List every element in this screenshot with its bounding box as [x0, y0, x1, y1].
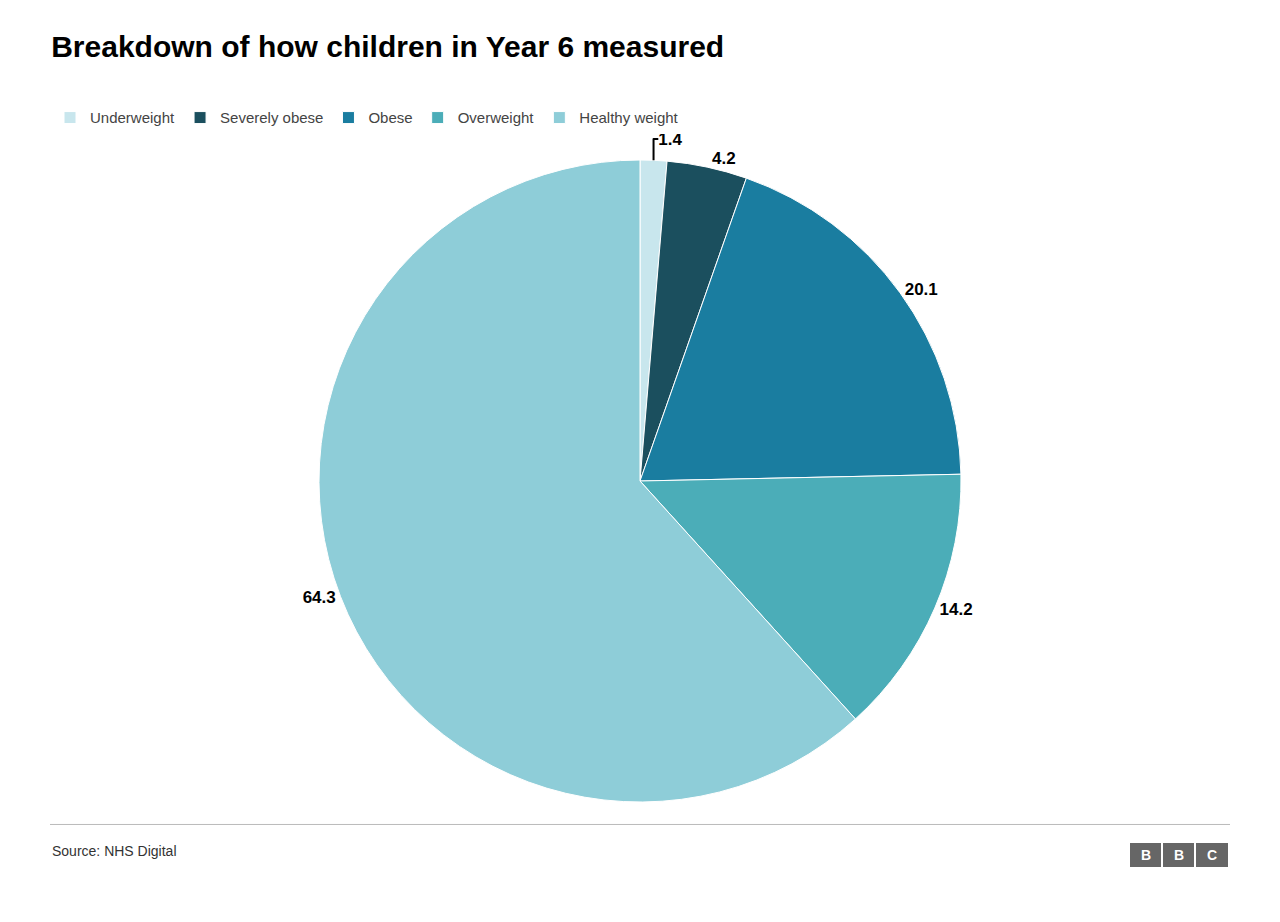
svg-text:1.4: 1.4	[658, 129, 682, 149]
svg-text:64.3: 64.3	[303, 588, 336, 607]
svg-text:Underweight: Underweight	[90, 109, 175, 126]
svg-text:Source: NHS Digital: Source: NHS Digital	[52, 843, 177, 859]
svg-text:B: B	[1141, 847, 1151, 863]
svg-text:20.1: 20.1	[905, 280, 938, 299]
svg-text:4.2: 4.2	[712, 149, 736, 168]
svg-text:B: B	[1174, 847, 1184, 863]
svg-text:Severely obese: Severely obese	[220, 109, 323, 126]
svg-text:Healthy weight: Healthy weight	[579, 109, 678, 126]
svg-text:C: C	[1207, 847, 1217, 863]
svg-text:Obese: Obese	[368, 109, 412, 126]
svg-text:14.2: 14.2	[940, 600, 973, 619]
svg-text:Overweight: Overweight	[458, 109, 535, 126]
svg-text:Breakdown of how children in Y: Breakdown of how children in Year 6 meas…	[51, 30, 724, 63]
